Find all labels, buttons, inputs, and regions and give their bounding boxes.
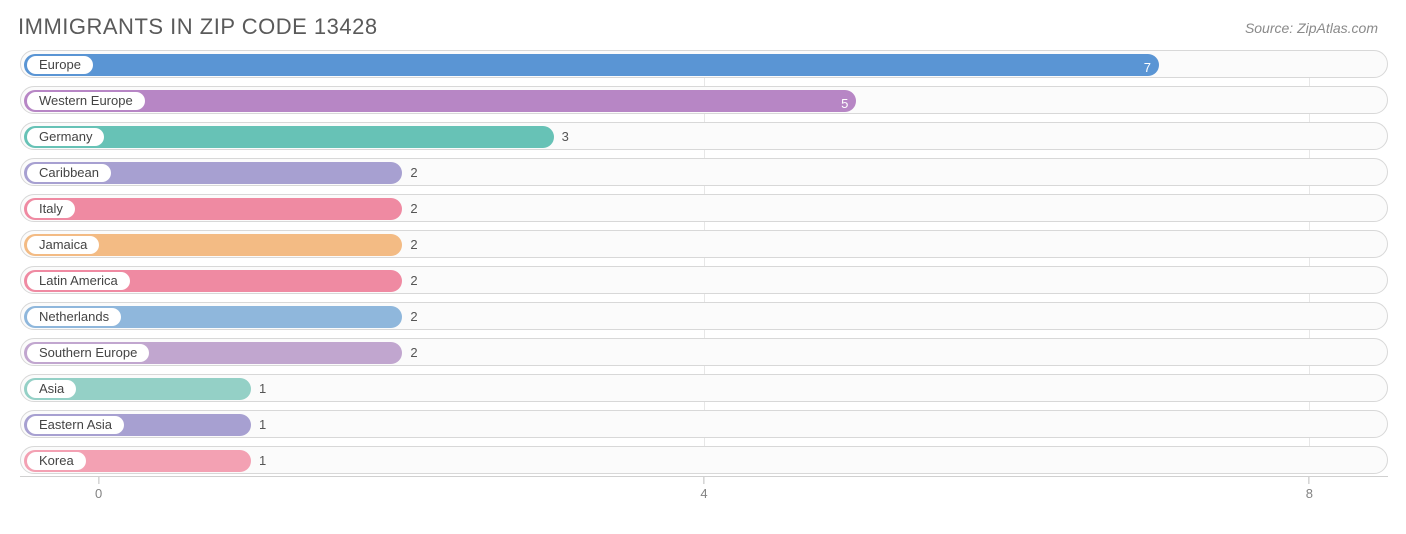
bar-value-label: 1 [259, 380, 266, 398]
bar-category-pill: Italy [27, 200, 75, 218]
bar-row: Asia 1 [20, 374, 1388, 402]
tick-mark [703, 477, 704, 484]
bar-value-label: 3 [562, 128, 569, 146]
bar-category-pill: Korea [27, 452, 86, 470]
x-tick: 4 [700, 477, 707, 501]
bar-row: Latin America 2 [20, 266, 1388, 294]
bar-category-pill: Southern Europe [27, 344, 149, 362]
tick-label: 8 [1306, 486, 1313, 501]
bar-category-pill: Eastern Asia [27, 416, 124, 434]
tick-label: 4 [700, 486, 707, 501]
bar-value-label: 2 [410, 272, 417, 290]
bar-row: Netherlands 2 [20, 302, 1388, 330]
bar-row: 5 Western Europe [20, 86, 1388, 114]
bar [24, 198, 402, 220]
bar-row: 7 Europe [20, 50, 1388, 78]
bar-row: Jamaica 2 [20, 230, 1388, 258]
plot-area: 7 Europe 5 Western Europe Germany 3 Caribbean 2… [20, 50, 1388, 474]
bar-value-label: 1 [259, 416, 266, 434]
bar-category-pill: Jamaica [27, 236, 99, 254]
bar-row: Germany 3 [20, 122, 1388, 150]
bar-category-pill: Latin America [27, 272, 130, 290]
bar-category-pill: Western Europe [27, 92, 145, 110]
x-tick: 0 [95, 477, 102, 501]
bar-category-pill: Asia [27, 380, 76, 398]
bar-category-pill: Germany [27, 128, 104, 146]
x-axis: 0 4 8 [20, 476, 1388, 512]
bar-value-label: 7 [1144, 59, 1151, 77]
bar-category-pill: Netherlands [27, 308, 121, 326]
bar-value-label: 2 [410, 164, 417, 182]
bar-value-label: 2 [410, 344, 417, 362]
bar-value-label: 2 [410, 308, 417, 326]
tick-mark [1309, 477, 1310, 484]
x-tick: 8 [1306, 477, 1313, 501]
tick-label: 0 [95, 486, 102, 501]
bar-value-label: 1 [259, 452, 266, 470]
bar-category-pill: Europe [27, 56, 93, 74]
bar-row: Eastern Asia 1 [20, 410, 1388, 438]
bar-category-pill: Caribbean [27, 164, 111, 182]
bar-value-label: 2 [410, 200, 417, 218]
chart-source: Source: ZipAtlas.com [1245, 20, 1378, 36]
chart-title: IMMIGRANTS IN ZIP CODE 13428 [18, 14, 1388, 40]
tick-mark [98, 477, 99, 484]
bar: 7 [24, 54, 1159, 76]
bar-row: Italy 2 [20, 194, 1388, 222]
immigrants-chart: IMMIGRANTS IN ZIP CODE 13428 Source: Zip… [0, 0, 1406, 534]
bar-row: Southern Europe 2 [20, 338, 1388, 366]
bar-value-label: 5 [841, 95, 848, 113]
bar-value-label: 2 [410, 236, 417, 254]
bar-row: Caribbean 2 [20, 158, 1388, 186]
bar-row: Korea 1 [20, 446, 1388, 474]
bar: 5 [24, 90, 856, 112]
